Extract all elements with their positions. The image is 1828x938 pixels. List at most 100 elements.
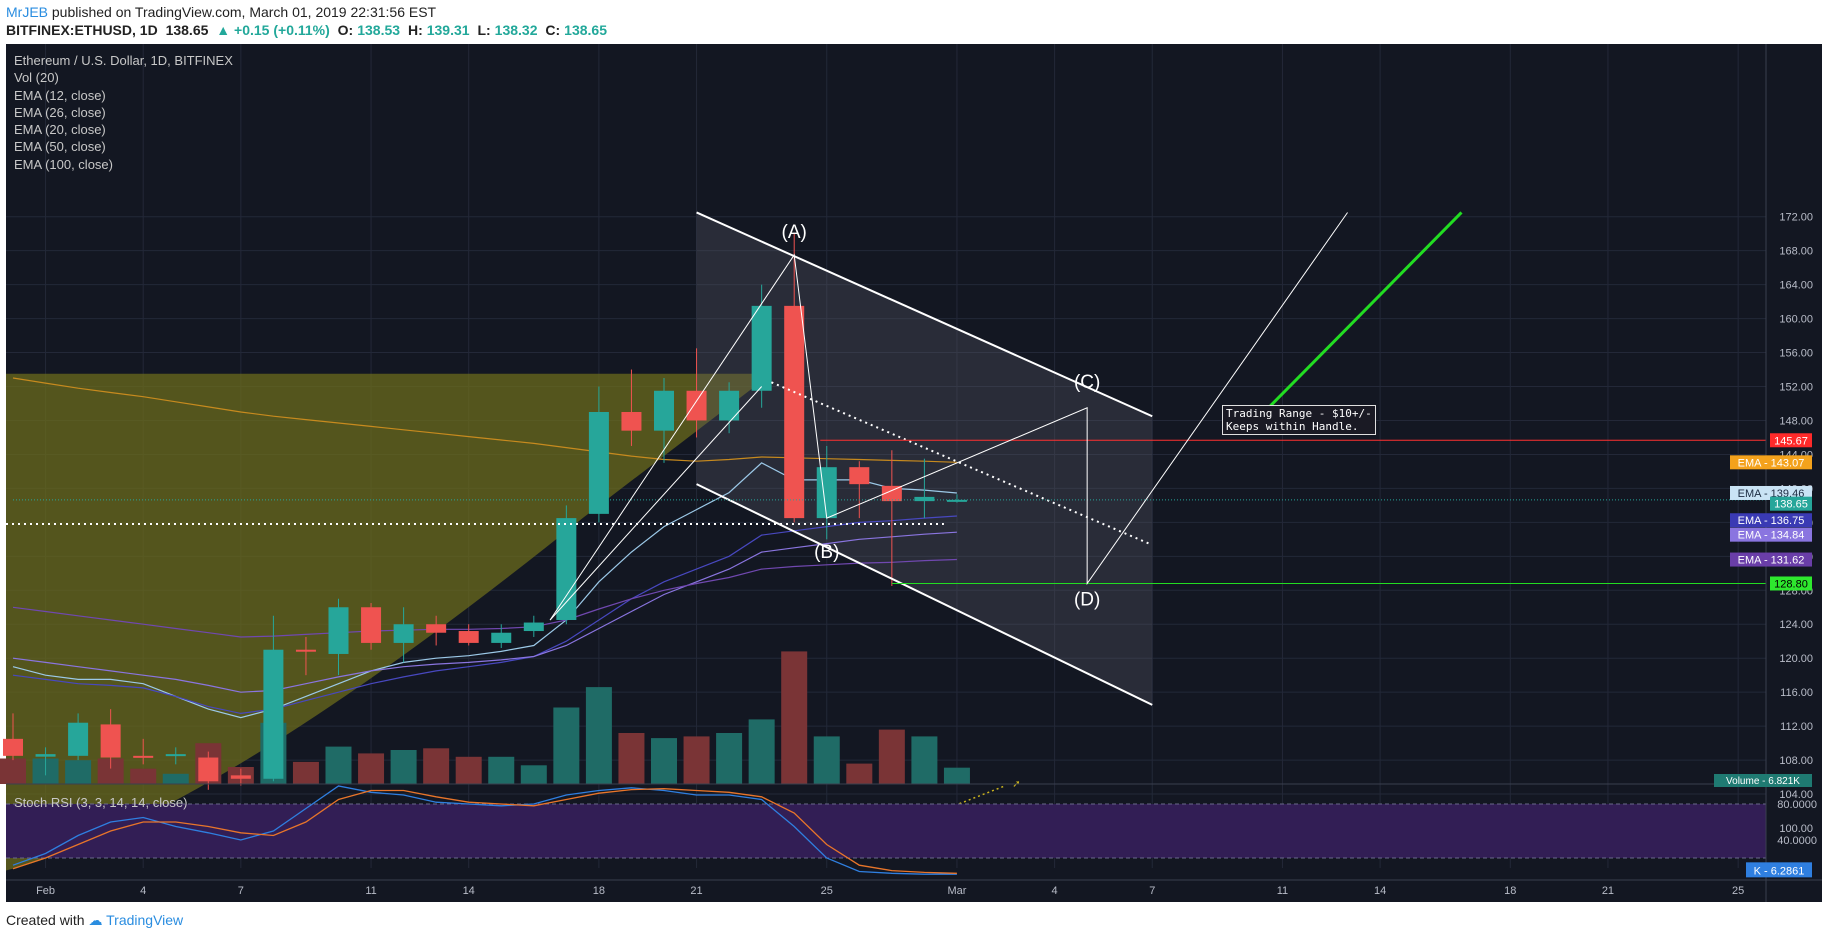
ema-line [12, 558, 957, 638]
candlestick-series [3, 233, 967, 790]
pattern-label: (C) [1074, 372, 1100, 393]
stoch-k-line [12, 785, 957, 875]
stoch-rsi-pane [6, 785, 1766, 875]
volume-bar [520, 765, 547, 784]
high-label: H: [407, 22, 423, 38]
y-tick-label: 112.00 [1780, 721, 1813, 733]
candle-body [426, 624, 447, 633]
price-axis[interactable] [1766, 44, 1822, 902]
price-badge [1770, 576, 1812, 591]
volume-series [0, 651, 970, 784]
author-link[interactable]: MrJEB [6, 4, 48, 20]
low-label: L: [477, 22, 491, 38]
candle-body [816, 467, 837, 519]
x-tick-label: 7 [1149, 885, 1155, 897]
stoch-k-label: K - 6.2861 [1754, 865, 1805, 877]
tradingview-logo-icon: ☁ [88, 912, 103, 928]
candle-body [133, 755, 154, 758]
price-badge [1730, 552, 1812, 567]
candle-body [458, 631, 479, 643]
channel-bottom-line [696, 483, 1153, 706]
candle-body [881, 485, 902, 502]
legend-item[interactable]: Vol (20) [14, 70, 59, 86]
candle-body [68, 722, 89, 756]
price-badge-label: EMA - 134.84 [1738, 530, 1805, 542]
candle-body [361, 607, 382, 643]
y-tick-label: 156.00 [1779, 348, 1813, 360]
x-tick-label: 14 [463, 885, 475, 897]
abcd-pattern [549, 212, 1348, 621]
y-tick-label: 152.00 [1779, 382, 1813, 394]
publish-info: MrJEB published on TradingView.com, Marc… [6, 4, 436, 20]
y-tick-label: 104.00 [1779, 789, 1813, 801]
close-label: C: [545, 22, 561, 38]
legend-item[interactable]: EMA (26, close) [14, 104, 106, 120]
volume-arrow-icon: ➚ [1012, 779, 1020, 790]
x-tick-label: 25 [1732, 885, 1744, 897]
x-tick-label: 21 [690, 885, 702, 897]
price-badge [1730, 513, 1812, 528]
y-tick-label: 124.00 [1779, 619, 1813, 631]
candle-body [556, 518, 577, 620]
volume-bar [488, 756, 515, 784]
candle-body [295, 649, 316, 652]
open-label: O: [337, 22, 354, 38]
footer-brand[interactable]: TradingView [106, 912, 184, 928]
y-tick-label: 148.00 [1779, 415, 1813, 427]
ema-line [12, 531, 957, 693]
close-value: 138.65 [564, 22, 607, 38]
price-chart[interactable]: ➚ (A) (B) (C) (D) 100.00 104.00 108.00 112.00 11… [0, 0, 1828, 910]
breakout-target-line [1242, 211, 1463, 435]
legend-item[interactable]: EMA (100, close) [14, 156, 113, 172]
footer-text: Created with [6, 912, 85, 928]
candle-body [198, 757, 219, 782]
y-tick-label: 172.00 [1779, 212, 1813, 224]
publish-text: published on TradingView.com, March 01, … [51, 4, 437, 20]
price-change: ▲ +0.15 (+0.11%) [216, 22, 330, 38]
legend-item[interactable]: EMA (20, close) [14, 122, 106, 138]
y-tick-label: 160.00 [1779, 314, 1813, 326]
y-tick-label: 164.00 [1779, 280, 1813, 292]
low-value: 138.32 [494, 22, 538, 38]
candle-body [784, 305, 805, 519]
x-tick-label: 21 [1602, 885, 1614, 897]
volume-bar [618, 733, 645, 784]
price-badge-label: 138.65 [1774, 499, 1808, 511]
drawing-tools: ➚ (A) (B) (C) (D) [6, 211, 1766, 838]
price-badge-label: EMA - 131.62 [1738, 555, 1805, 567]
candle-body [946, 499, 967, 502]
volume-bar [911, 736, 938, 784]
volume-bar [65, 760, 92, 784]
volume-bar [585, 687, 612, 784]
y-tick-label: 168.00 [1779, 246, 1813, 258]
candle-body [328, 607, 349, 654]
x-tick-label: 25 [821, 885, 833, 897]
candle-body [523, 622, 544, 632]
legend-item[interactable]: EMA (12, close) [14, 87, 106, 103]
ohlc-header: BITFINEX:ETHUSD, 1D 138.65 ▲ +0.15 (+0.1… [6, 22, 611, 38]
candle-body [491, 632, 512, 643]
volume-bar [130, 768, 157, 784]
price-badge [1730, 527, 1812, 542]
volume-bar [390, 750, 417, 784]
stoch-band [6, 804, 1766, 858]
candle-body [751, 305, 772, 391]
volume-bar [358, 753, 385, 784]
pattern-label: (A) [782, 222, 807, 243]
x-tick-label: Feb [36, 885, 55, 897]
candle-body [165, 754, 186, 757]
candle-body [588, 411, 609, 514]
volume-bar [716, 733, 743, 784]
high-value: 139.31 [426, 22, 470, 38]
x-tick-label: 18 [1504, 885, 1516, 897]
last-price: 138.65 [165, 22, 209, 38]
legend-item[interactable]: EMA (50, close) [14, 139, 106, 155]
stoch-legend[interactable]: Stoch RSI (3, 3, 14, 14, close) [14, 795, 188, 810]
candle-body [100, 724, 121, 758]
chart-legend: Ethereum / U.S. Dollar, 1D, BITFINEX Vol… [14, 52, 233, 173]
stoch-tick-label: 40.0000 [1777, 835, 1817, 847]
pattern-label: (D) [1074, 590, 1100, 611]
volume-bar [292, 761, 319, 784]
price-badge-label: 145.67 [1774, 435, 1808, 447]
